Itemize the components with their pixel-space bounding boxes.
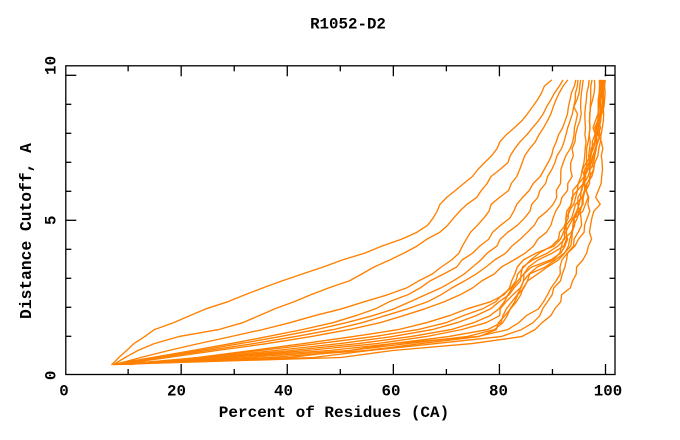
svg-text:5: 5 (43, 216, 61, 225)
svg-text:Percent of Residues (CA): Percent of Residues (CA) (219, 404, 449, 422)
svg-text:20: 20 (167, 383, 186, 401)
svg-text:0: 0 (43, 371, 61, 380)
svg-text:Distance Cutoff, A: Distance Cutoff, A (17, 143, 36, 319)
svg-text:R1052-D2: R1052-D2 (310, 16, 386, 34)
svg-text:40: 40 (274, 383, 293, 401)
svg-text:0: 0 (59, 383, 68, 401)
svg-text:100: 100 (594, 383, 622, 401)
svg-text:10: 10 (43, 56, 61, 75)
svg-text:60: 60 (382, 383, 401, 401)
svg-text:80: 80 (489, 383, 508, 401)
